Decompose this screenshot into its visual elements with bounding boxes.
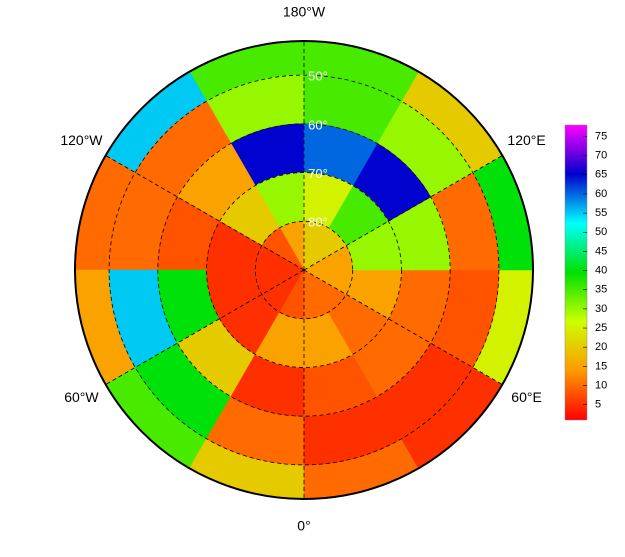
latitude-label: 70° bbox=[308, 166, 328, 181]
longitude-label: 60°W bbox=[64, 389, 99, 405]
map-border bbox=[74, 40, 534, 500]
colorbar-tick-label: 15 bbox=[595, 360, 607, 372]
longitude-label: 120°W bbox=[60, 132, 103, 148]
colorbar-tick-label: 55 bbox=[595, 207, 607, 219]
meridian bbox=[105, 269, 305, 385]
colorbar-tick-label: 20 bbox=[595, 341, 607, 353]
latitude-circle bbox=[254, 220, 354, 320]
colorbar-tick-label: 50 bbox=[595, 226, 607, 238]
longitude-label: 120°E bbox=[507, 132, 545, 148]
colorbar-tick-label: 30 bbox=[595, 303, 607, 315]
latitude-label: 60° bbox=[308, 117, 328, 132]
meridian bbox=[105, 155, 305, 271]
longitude-label: 60°E bbox=[511, 389, 542, 405]
longitude-label: 180°W bbox=[283, 4, 326, 20]
colorbar-tick-label: 75 bbox=[595, 130, 607, 142]
colorbar-tick-label: 5 bbox=[595, 399, 601, 411]
longitude-label: 0° bbox=[297, 518, 310, 534]
colorbar-tick-label: 60 bbox=[595, 188, 607, 200]
meridian bbox=[303, 155, 503, 271]
colorbar bbox=[564, 124, 588, 421]
colorbar-tick-label: 40 bbox=[595, 264, 607, 276]
colorbar-tick-label: 45 bbox=[595, 245, 607, 257]
colorbar-tick-label: 10 bbox=[595, 379, 607, 391]
latitude-circle bbox=[206, 172, 402, 368]
colorbar-tick-label: 35 bbox=[595, 284, 607, 296]
latitude-label: 80° bbox=[308, 215, 328, 230]
latitude-label: 50° bbox=[308, 69, 328, 84]
colorbar-tick-label: 65 bbox=[595, 169, 607, 181]
meridian bbox=[303, 269, 503, 385]
latitude-circle bbox=[108, 74, 500, 466]
colorbar-tick-label: 70 bbox=[595, 150, 607, 162]
colorbar-tick-label: 25 bbox=[595, 322, 607, 334]
latitude-circle bbox=[157, 123, 451, 417]
